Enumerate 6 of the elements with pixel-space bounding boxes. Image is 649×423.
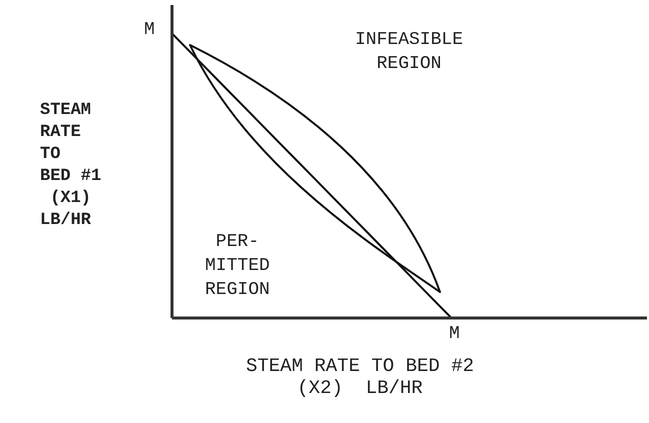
annotation: PER- MITTED REGION xyxy=(205,231,270,302)
y-axis-title: STEAM RATE TO BED #1 (X1) LB/HR xyxy=(40,100,102,232)
text: M xyxy=(144,19,155,42)
x-axis-title: STEAM RATE TO BED #2 (X2) LB/HR xyxy=(244,355,476,399)
text: M xyxy=(449,323,460,346)
annotation: INFEASIBLE REGION xyxy=(355,29,464,76)
